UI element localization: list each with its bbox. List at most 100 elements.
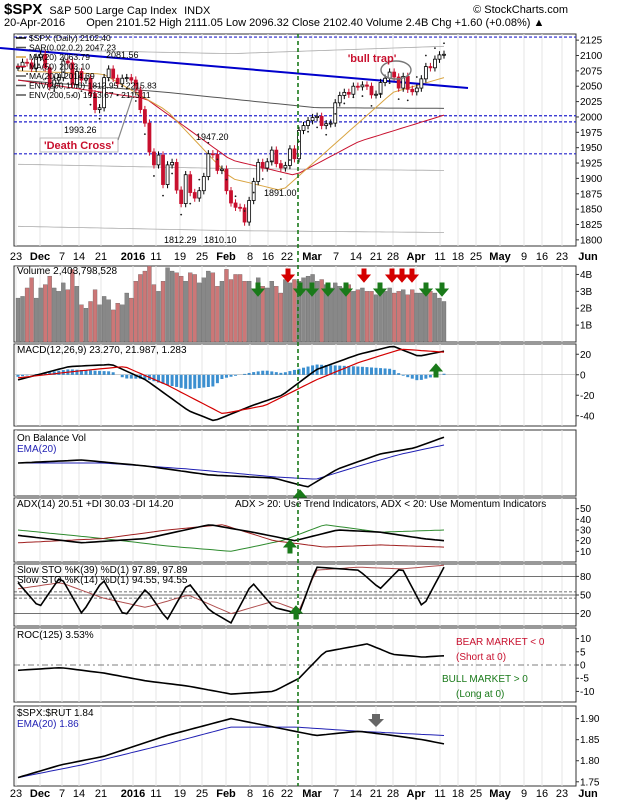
candle-body (179, 189, 184, 205)
candle-body (197, 190, 202, 199)
macd-hist-bar (347, 366, 351, 375)
macd-axis-tick-label: -20 (580, 391, 595, 402)
price-axis-tick-label: 1950 (580, 143, 603, 154)
date-label: 7 (59, 251, 65, 263)
macd-hist-bar (311, 365, 315, 375)
bottom-date-label: 2016 (121, 788, 145, 800)
volume-bar (314, 281, 320, 343)
sar-dot (379, 92, 382, 95)
ratio-ema-line (17, 726, 445, 779)
sar-dot (415, 76, 418, 78)
candle-body (183, 174, 188, 205)
volume-bar (278, 292, 284, 343)
adx-title: ADX(14) 20.51 +DI 30.03 -DI 14.20 (17, 499, 174, 510)
adx-panel (13, 497, 577, 563)
ratio-axis-tick-label: 1.85 (580, 735, 600, 746)
candle-body (333, 102, 338, 124)
macd-hist-bar (79, 370, 83, 375)
date-label: 25 (196, 251, 208, 263)
volume-bar (174, 272, 179, 343)
death-cross-pointer (117, 85, 137, 141)
volume-bar (337, 286, 342, 343)
date-label: 2016 (121, 251, 145, 263)
volume-bar (70, 269, 75, 343)
label-2081: 2081.56 (106, 50, 139, 60)
volume-bar (242, 281, 247, 343)
volume-bar (441, 301, 447, 343)
volume-bar (401, 289, 406, 343)
macd-hist-bar (184, 374, 188, 389)
macd-hist-bar (292, 369, 296, 375)
macd-hist-bar (320, 364, 324, 375)
candle-body (242, 207, 247, 223)
macd-green-arrow (428, 363, 444, 378)
volume-bar (206, 270, 211, 343)
volume-bar (373, 294, 379, 343)
volume-bar (33, 297, 39, 343)
candle-body (301, 125, 306, 131)
red-arrow (356, 268, 372, 283)
date-label: May (489, 251, 511, 263)
roc-axis-tick-label: 0 (580, 661, 586, 672)
macd-hist-bar (152, 374, 156, 382)
candle-body (278, 163, 283, 169)
price-axis-tick-label: 2000 (580, 112, 603, 123)
sar-dot (343, 102, 346, 105)
date-label: 11 (150, 251, 161, 263)
bottom-date-label: 16 (536, 788, 548, 800)
green-arrow (338, 282, 354, 297)
red-arrow (280, 268, 296, 283)
bottom-date-label: 23 (10, 788, 22, 800)
candle-body (414, 87, 419, 93)
adx-axis-tick-label: 30 (580, 526, 592, 537)
sar-dot (35, 67, 38, 70)
macd-hist-bar (197, 374, 201, 389)
price-axis-tick-label: 1925 (580, 159, 603, 170)
macd-hist-bar (365, 367, 369, 375)
bottom-date-label: Dec (30, 788, 50, 800)
candle-body (365, 84, 369, 87)
macd-hist-bar (234, 374, 238, 376)
sar-dot (171, 172, 173, 175)
sar-dot (216, 158, 219, 161)
volume-bar (287, 282, 293, 343)
volume-bar (305, 275, 311, 343)
bull-trap-circle (380, 60, 412, 80)
volume-bar (319, 279, 324, 343)
candle-body (106, 68, 111, 79)
macd-hist-bar (75, 369, 79, 375)
price-axis-tick-label: 1825 (580, 220, 603, 231)
sar-dot (162, 194, 164, 197)
candle-body (306, 120, 310, 126)
sar-dot (143, 133, 146, 136)
candle-body (97, 107, 102, 110)
candle-body (324, 123, 329, 126)
sar-dot (80, 90, 83, 93)
green-arrow (304, 282, 320, 297)
candle-body (247, 200, 252, 223)
candle-body (47, 67, 52, 88)
exchange: INDX (184, 5, 211, 17)
ratio-panel (13, 705, 577, 787)
volume-bar (79, 304, 84, 343)
bottom-date-label: 19 (174, 788, 186, 800)
price-axis-tick-label: 1850 (580, 205, 603, 216)
sar-dot (406, 99, 409, 102)
date-label: 25 (470, 251, 482, 263)
volume-bar (224, 269, 229, 343)
brand: © StockCharts.com (473, 4, 568, 16)
macd-signal-line (17, 348, 445, 415)
macd-hist-bar (202, 374, 206, 388)
macd-hist-bar (424, 374, 428, 379)
candle-body (360, 84, 365, 88)
volume-bar (355, 289, 361, 343)
candle-body (79, 71, 84, 81)
volume-bar (419, 292, 424, 343)
candle-body (342, 91, 347, 96)
sar-dot (316, 126, 319, 129)
bottom-date-label: 14 (350, 788, 362, 800)
candle-body (251, 181, 256, 201)
date-label: Feb (216, 251, 236, 263)
roc-title: ROC(125) 3.53% (17, 630, 94, 641)
